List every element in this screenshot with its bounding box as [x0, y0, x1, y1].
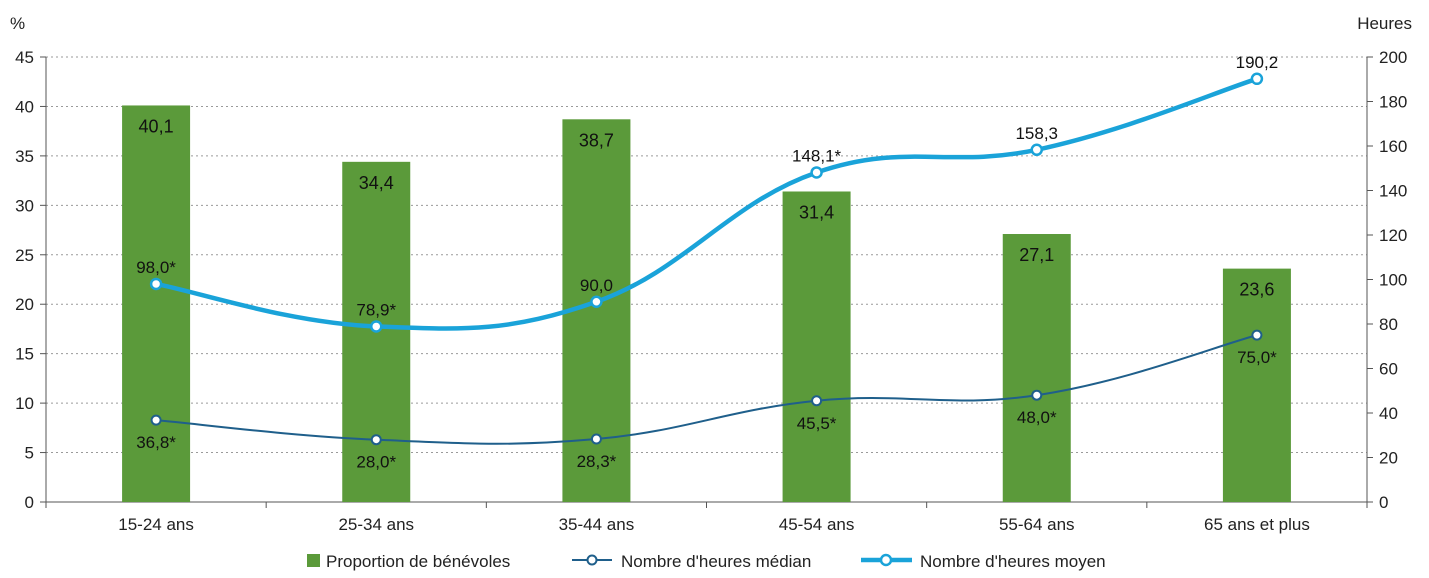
right-tick-label: 120	[1379, 226, 1407, 245]
category-label: 65 ans et plus	[1204, 515, 1310, 534]
category-label: 25-34 ans	[338, 515, 414, 534]
bar-data-label: 31,4	[799, 202, 834, 222]
mean-point	[1250, 72, 1264, 86]
median-data-label: 28,0*	[356, 453, 396, 472]
legend-median-label: Nombre d'heures médian	[621, 552, 811, 571]
left-tick-label: 25	[15, 246, 34, 265]
median-data-label: 45,5*	[797, 414, 837, 433]
median-point	[811, 395, 823, 407]
bar	[122, 105, 191, 502]
median-line	[155, 334, 1258, 445]
left-tick-label: 35	[15, 147, 34, 166]
right-tick-label: 100	[1379, 271, 1407, 290]
legend-mean-label: Nombre d'heures moyen	[920, 552, 1106, 571]
bar-data-label: 40,1	[139, 116, 174, 136]
left-tick-label: 0	[25, 493, 34, 512]
right-tick-label: 0	[1379, 493, 1388, 512]
mean-data-label: 148,1*	[792, 146, 842, 165]
mean-data-label: 90,0	[580, 276, 613, 295]
mean-point	[590, 295, 603, 308]
left-tick-label: 5	[25, 444, 34, 463]
median-point	[150, 414, 162, 426]
left-axis-unit: %	[10, 14, 25, 33]
mean-data-label: 78,9*	[356, 300, 396, 319]
median-data-label: 28,3*	[577, 452, 617, 471]
bar	[1002, 234, 1071, 502]
right-tick-label: 140	[1379, 182, 1407, 201]
category-label: 55-64 ans	[999, 515, 1075, 534]
right-tick-label: 200	[1379, 48, 1407, 67]
right-tick-label: 40	[1379, 404, 1398, 423]
mean-data-label: 98,0*	[136, 258, 176, 277]
bar-data-label: 34,4	[359, 173, 394, 193]
mean-point	[810, 166, 823, 179]
mean-line	[155, 76, 1258, 331]
right-tick-label: 60	[1379, 360, 1398, 379]
right-tick-label: 80	[1379, 315, 1398, 334]
mean-point	[370, 320, 383, 333]
bar	[1222, 268, 1291, 502]
right-tick-label: 160	[1379, 137, 1407, 156]
mean-data-label: 158,3	[1015, 124, 1058, 143]
median-point	[370, 434, 382, 446]
right-tick-label: 180	[1379, 93, 1407, 112]
category-label: 15-24 ans	[118, 515, 194, 534]
legend-median-marker	[586, 554, 598, 566]
category-label: 45-54 ans	[779, 515, 855, 534]
mean-point	[1030, 143, 1043, 157]
median-data-label: 48,0*	[1017, 408, 1057, 427]
left-tick-label: 30	[15, 196, 34, 215]
bar-data-label: 23,6	[1239, 280, 1274, 300]
mean-data-label: 190,2	[1236, 53, 1279, 72]
bar-data-label: 38,7	[579, 130, 614, 150]
bar-data-label: 27,1	[1019, 245, 1054, 265]
median-data-label: 36,8*	[136, 433, 176, 452]
left-tick-label: 15	[15, 345, 34, 364]
mean-point	[149, 277, 163, 291]
bar	[782, 191, 851, 502]
category-label: 35-44 ans	[559, 515, 635, 534]
legend-bar-label: Proportion de bénévoles	[326, 552, 510, 571]
left-tick-label: 10	[15, 394, 34, 413]
right-axis-unit: Heures	[1357, 14, 1412, 33]
left-tick-label: 40	[15, 97, 34, 116]
median-point	[1031, 389, 1043, 401]
right-tick-label: 20	[1379, 449, 1398, 468]
legend-mean-marker	[879, 553, 893, 567]
left-tick-label: 20	[15, 295, 34, 314]
legend-bar-swatch	[307, 554, 320, 567]
median-data-label: 75,0*	[1237, 348, 1277, 367]
left-tick-label: 45	[15, 48, 34, 67]
median-point	[590, 433, 602, 445]
median-point	[1251, 329, 1263, 341]
